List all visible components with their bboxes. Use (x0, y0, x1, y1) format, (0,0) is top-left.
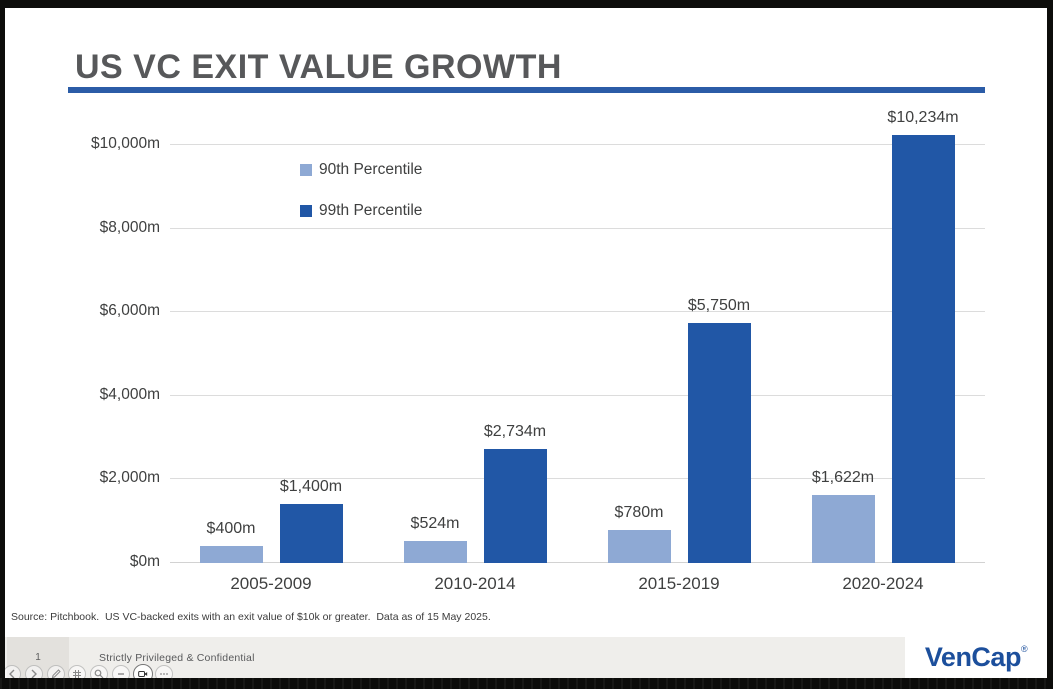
page-title: US VC EXIT VALUE GROWTH (75, 48, 562, 86)
y-axis-tick-label: $4,000m (99, 385, 160, 403)
registered-mark: ® (1020, 644, 1028, 654)
legend-item-99th-percentile: 99th Percentile (300, 202, 422, 220)
bar-90th-percentile-2015-2019 (607, 530, 671, 563)
x-axis-category-label: 2010-2014 (434, 574, 516, 593)
bar-90th-percentile-2005-2009 (199, 546, 263, 563)
data-label: $1,622m (811, 469, 875, 487)
classification-text: Strictly Privileged & Confidential (99, 651, 255, 664)
y-axis-tick-label: $10,000m (91, 135, 160, 152)
x-axis-category-label: 2020-2024 (842, 574, 924, 593)
y-axis-tick-label: $0m (129, 553, 160, 570)
legend-swatch-icon (300, 164, 312, 176)
gridline-8000 (170, 227, 985, 229)
bottom-black-bar (0, 678, 1053, 689)
y-axis-tick-label: $6,000m (99, 302, 160, 320)
data-label: $400m (206, 520, 256, 538)
title-accent-rule (68, 87, 985, 93)
slide-canvas (5, 8, 1047, 678)
gridline-10000 (170, 144, 985, 145)
legend-label: 90th Percentile (319, 161, 423, 178)
legend-label: 99th Percentile (319, 202, 423, 219)
vencap-logo: VenCap® (905, 637, 1047, 678)
data-label: $1,400m (279, 478, 343, 496)
gridline-0 (170, 562, 985, 563)
x-axis-category-label: 2005-2009 (230, 574, 312, 593)
data-label: $2,734m (483, 422, 547, 440)
bar-chart-plot-area: $400m $1,400m $524m $2,734m $780m $5,750m $1,6… (170, 109, 985, 563)
bar-99th-percentile-2005-2009 (279, 504, 343, 563)
bar-99th-percentile-2015-2019 (687, 322, 751, 563)
gridline-2000 (170, 478, 985, 480)
right-black-border (1047, 0, 1053, 689)
source-note: Source: Pitchbook. US VC-backed exits wi… (11, 611, 491, 623)
data-label: $10,234m (887, 109, 959, 127)
data-label: $780m (614, 504, 664, 522)
x-axis-category-label: 2015-2019 (638, 574, 720, 593)
data-label: $5,750m (687, 296, 751, 314)
left-black-border (0, 0, 5, 689)
data-label: $524m (410, 515, 460, 533)
top-black-border (0, 0, 1053, 8)
vencap-logo-text: VenCap® (924, 642, 1028, 672)
legend-swatch-icon (300, 205, 312, 217)
bar-99th-percentile-2020-2024 (891, 135, 955, 563)
gridline-6000 (170, 311, 985, 313)
legend-item-90th-percentile: 90th Percentile (300, 161, 422, 179)
y-axis-tick-label: $2,000m (99, 469, 160, 487)
bar-90th-percentile-2020-2024 (811, 495, 875, 563)
footer-band: 1 Strictly Privileged & Confidential Ven… (5, 637, 1047, 678)
bar-90th-percentile-2010-2014 (403, 541, 467, 563)
y-axis-tick-label: $8,000m (99, 218, 160, 236)
gridline-4000 (170, 394, 985, 396)
bar-99th-percentile-2010-2014 (483, 448, 547, 563)
